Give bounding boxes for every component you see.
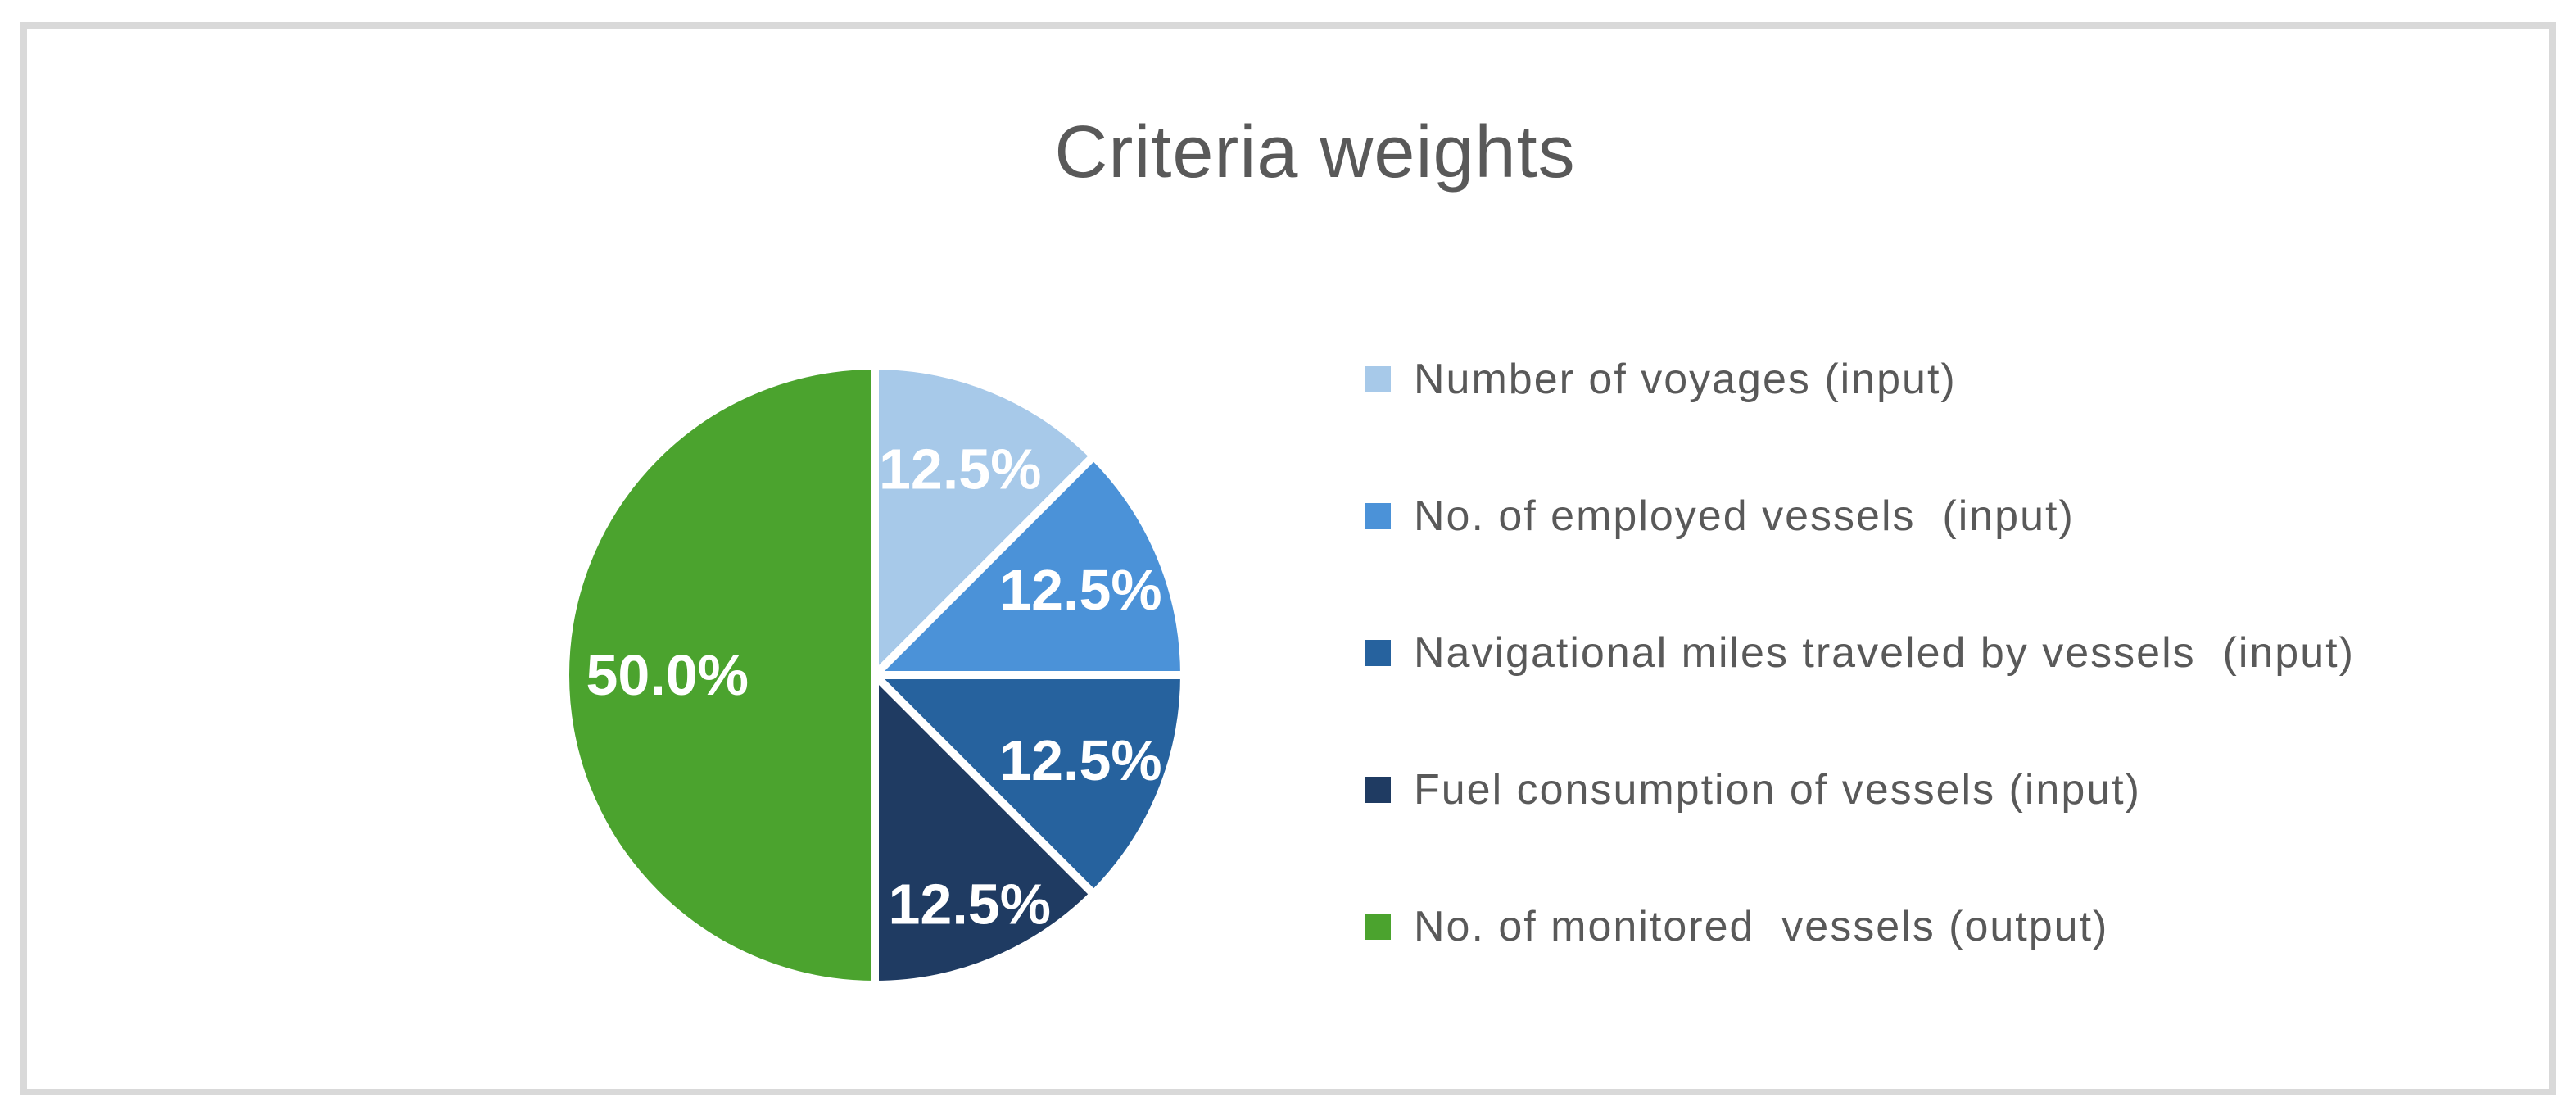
- legend-item-3: Navigational miles traveled by vessels (…: [1365, 584, 2355, 721]
- pie-slice-4: [871, 671, 1098, 989]
- legend-swatch-icon: [1365, 365, 1391, 392]
- pie-data-label-1: 12.5%: [879, 438, 1041, 501]
- legend-label: No. of employed vessels (input): [1414, 492, 2075, 540]
- legend-item-5: No. of monitored vessels (output): [1365, 858, 2355, 995]
- legend-label: Number of voyages (input): [1414, 355, 1957, 403]
- legend-swatch-icon: [1365, 502, 1391, 529]
- legend-swatch-icon: [1365, 639, 1391, 666]
- chart-border-frame: Criteria weights 12.5% 12.5% 12.5% 12.5% 50.…: [20, 22, 2556, 1095]
- chart-title: Criteria weights: [1054, 111, 1576, 193]
- legend-swatch-icon: [1365, 913, 1391, 940]
- pie-chart: 12.5% 12.5% 12.5% 12.5% 50.0%: [561, 361, 1188, 989]
- pie-data-label-3: 12.5%: [999, 728, 1161, 792]
- chart-legend: Number of voyages (input) No. of employed…: [1365, 311, 2355, 995]
- pie-slice-1: [871, 361, 1098, 679]
- pie-slice-2: [871, 451, 1188, 679]
- legend-item-2: No. of employed vessels (input): [1365, 447, 2355, 584]
- legend-label: Navigational miles traveled by vessels (…: [1414, 628, 2355, 677]
- pie-slice-3: [871, 671, 1188, 899]
- legend-item-4: Fuel consumption of vessels (input): [1365, 721, 2355, 858]
- pie-data-label-4: 12.5%: [888, 872, 1050, 936]
- legend-label: No. of monitored vessels (output): [1414, 902, 2109, 950]
- pie-data-label-5: 50.0%: [586, 643, 748, 707]
- legend-item-1: Number of voyages (input): [1365, 311, 2355, 447]
- pie-data-label-2: 12.5%: [999, 558, 1161, 622]
- legend-swatch-icon: [1365, 776, 1391, 803]
- pie-slice-5: [561, 361, 879, 989]
- legend-label: Fuel consumption of vessels (input): [1414, 765, 2141, 814]
